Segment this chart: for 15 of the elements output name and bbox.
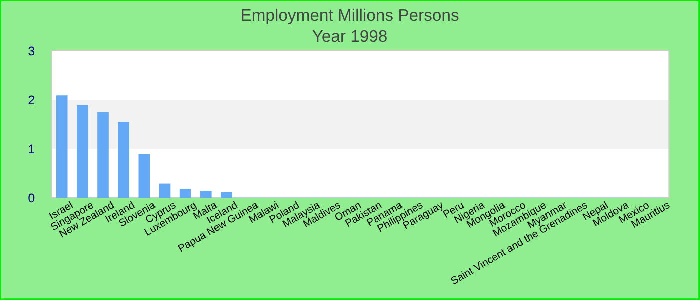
bar: [77, 105, 88, 198]
bar: [221, 192, 232, 198]
bar: [200, 191, 212, 198]
chart-title: Employment Millions Persons: [242, 8, 459, 24]
y-tick-label: 0: [28, 194, 35, 203]
y-tick-label: 2: [28, 96, 35, 105]
bar: [138, 154, 150, 198]
chart-subtitle: Year 1998: [312, 30, 387, 42]
y-tick-label: 3: [28, 46, 35, 56]
bar: [180, 189, 192, 198]
y-tick-label: 1: [29, 144, 35, 154]
bar: [56, 96, 68, 198]
bar: [159, 184, 171, 198]
bar: [98, 112, 109, 198]
bar: [118, 122, 130, 198]
